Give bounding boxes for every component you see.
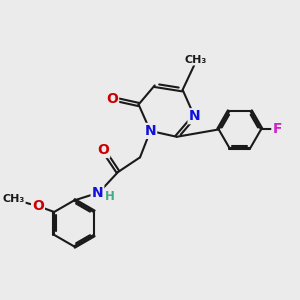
Text: CH₃: CH₃	[2, 194, 25, 204]
Text: N: N	[92, 186, 103, 200]
Text: N: N	[189, 109, 200, 123]
Text: O: O	[98, 143, 109, 157]
Text: O: O	[106, 92, 118, 106]
Text: O: O	[32, 199, 44, 213]
Text: CH₃: CH₃	[185, 55, 207, 64]
Text: N: N	[145, 124, 156, 138]
Text: H: H	[105, 190, 115, 203]
Text: F: F	[272, 122, 282, 136]
